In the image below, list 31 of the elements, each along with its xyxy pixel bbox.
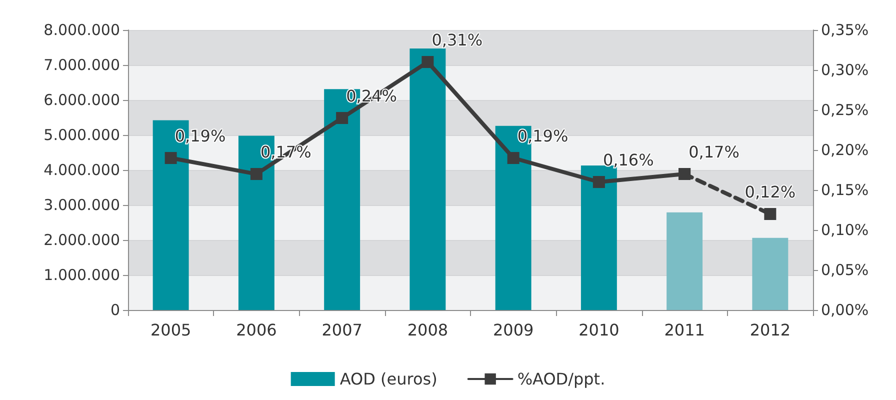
y-tick-label: 0 <box>110 301 120 319</box>
legend-label: AOD (euros) <box>340 370 438 388</box>
x-tick-label: 2012 <box>750 320 791 340</box>
y2-tick-label: 0,05% <box>821 261 869 279</box>
x-tick-label: 2011 <box>664 320 705 340</box>
x-tick-label: 2006 <box>236 320 277 340</box>
data-label: 0,17% <box>688 142 740 162</box>
y2-tick-label: 0,35% <box>821 21 869 39</box>
x-tick-label: 2009 <box>492 320 534 340</box>
y2-tick-label: 0,10% <box>821 221 869 239</box>
data-label: 0,16% <box>602 150 654 170</box>
y-tick-label: 7.000.000 <box>44 56 120 74</box>
y2-tick-label: 0,15% <box>821 181 869 199</box>
y2-tick-label: 0,30% <box>821 61 869 79</box>
y2-tick-label: 0,00% <box>821 301 869 319</box>
legend-label: %AOD/ppt. <box>517 370 606 388</box>
y-tick-label: 6.000.000 <box>44 91 120 109</box>
y-tick-label: 2.000.000 <box>44 231 120 249</box>
y-tick-label: 1.000.000 <box>44 266 120 284</box>
data-label: 0,12% <box>744 182 796 202</box>
y2-tick-label: 0,25% <box>821 101 869 119</box>
data-label: 0,31% <box>432 30 483 50</box>
x-tick-label: 2005 <box>150 320 192 340</box>
x-tick-label: 2010 <box>578 320 620 340</box>
x-tick-label: 2007 <box>322 320 362 340</box>
x-tick-label: 2008 <box>407 320 448 340</box>
y-tick-label: 5.000.000 <box>44 126 120 144</box>
y-tick-label: 3.000.000 <box>44 196 120 214</box>
y-tick-label: 8.000.000 <box>44 21 120 39</box>
y2-tick-label: 0,20% <box>821 141 869 159</box>
y-tick-label: 4.000.000 <box>44 161 120 179</box>
